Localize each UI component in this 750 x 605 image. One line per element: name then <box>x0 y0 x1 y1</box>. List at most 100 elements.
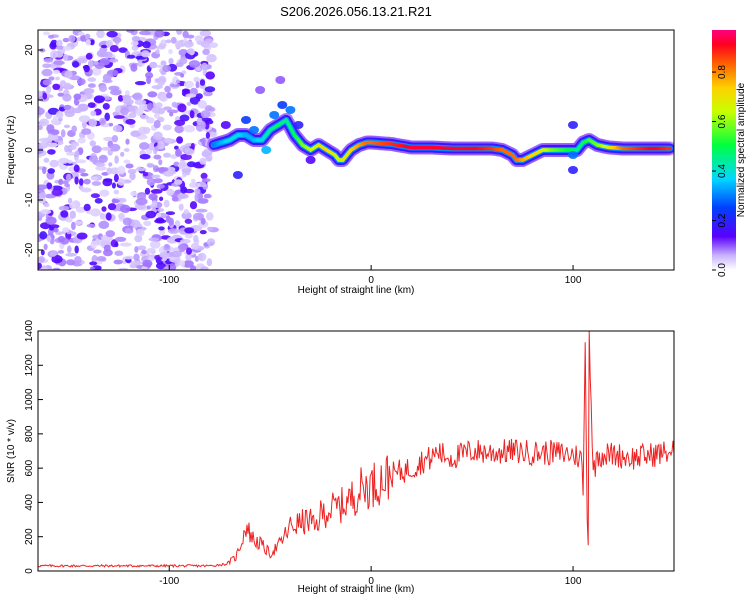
noise-blob <box>84 65 90 72</box>
noise-blob <box>83 179 90 185</box>
noise-blob <box>206 132 210 139</box>
noise-blob <box>184 227 194 233</box>
noise-blob <box>150 240 161 248</box>
noise-blob <box>46 182 52 189</box>
noise-blob <box>180 73 184 77</box>
noise-blob <box>114 260 123 265</box>
noise-blob <box>38 256 45 263</box>
bottom-y-tick-label: 0 <box>24 568 35 574</box>
noise-blob <box>157 141 164 150</box>
noise-blob <box>99 190 109 197</box>
noise-blob <box>142 260 152 267</box>
noise-blob <box>80 173 88 177</box>
noise-blob <box>168 218 174 226</box>
noise-blob <box>168 58 173 64</box>
noise-blob <box>99 118 106 125</box>
noise-blob <box>68 35 75 42</box>
noise-blob <box>168 228 179 234</box>
noise-blob <box>39 138 51 142</box>
noise-blob <box>190 110 195 118</box>
noise-blob <box>60 210 68 217</box>
noise-blob <box>95 163 105 167</box>
feature-blob <box>221 121 231 129</box>
noise-blob <box>189 60 200 68</box>
noise-blob <box>154 113 160 119</box>
noise-blob <box>143 221 151 226</box>
noise-blob <box>176 80 180 84</box>
noise-blob <box>89 119 97 128</box>
noise-blob <box>66 217 73 223</box>
noise-blob <box>202 49 210 55</box>
noise-blob <box>165 39 172 43</box>
noise-blob <box>155 167 166 171</box>
noise-blob <box>120 205 131 213</box>
colorbar-tick-label: 0.8 <box>717 65 728 79</box>
noise-blob <box>175 41 182 49</box>
noise-blob <box>95 198 103 204</box>
noise-blob <box>79 115 90 122</box>
feature-blob <box>568 151 578 159</box>
noise-blob <box>44 244 48 250</box>
noise-blob <box>176 27 182 35</box>
noise-blob <box>206 212 214 221</box>
noise-blob <box>198 253 206 262</box>
noise-blob <box>123 99 133 106</box>
noise-blob <box>69 146 76 150</box>
noise-blob <box>158 159 162 165</box>
noise-blob <box>201 121 206 129</box>
noise-blob <box>55 77 60 81</box>
noise-blob <box>196 93 203 99</box>
noise-blob <box>94 61 99 65</box>
noise-blob <box>85 34 90 39</box>
noise-blob <box>191 243 200 249</box>
noise-blob <box>52 189 63 196</box>
noise-blob <box>187 48 195 54</box>
noise-blob <box>101 45 107 49</box>
noise-blob <box>42 64 51 69</box>
noise-blob <box>89 261 97 265</box>
noise-blob <box>99 155 108 163</box>
feature-blob <box>568 166 578 174</box>
noise-blob <box>50 143 59 147</box>
noise-blob <box>125 164 133 169</box>
noise-blob <box>42 167 46 175</box>
noise-blob <box>50 250 57 257</box>
noise-blob <box>59 206 70 211</box>
noise-blob <box>103 178 112 182</box>
noise-blob <box>177 193 189 199</box>
noise-blob <box>58 158 69 164</box>
noise-blob <box>152 200 157 206</box>
noise-blob <box>114 155 119 163</box>
noise-blob <box>182 89 190 93</box>
noise-blob <box>66 259 75 265</box>
noise-blob <box>159 197 163 201</box>
noise-blob <box>200 230 207 234</box>
noise-blob <box>68 198 73 204</box>
feature-blob <box>306 156 316 164</box>
feature-blob <box>285 106 295 114</box>
noise-blob <box>78 58 88 64</box>
noise-blob <box>168 49 173 54</box>
noise-blob <box>174 125 184 133</box>
noise-blob <box>48 35 54 39</box>
noise-blob <box>47 235 52 242</box>
noise-blob <box>87 77 96 82</box>
noise-blob <box>115 242 119 247</box>
noise-blob <box>187 161 196 167</box>
noise-blob <box>98 221 109 229</box>
noise-blob <box>124 148 130 152</box>
noise-blob <box>142 41 150 48</box>
feature-blob <box>294 121 304 129</box>
noise-blob <box>77 233 88 240</box>
noise-blob <box>134 246 138 253</box>
noise-blob <box>90 140 96 146</box>
noise-blob <box>207 258 212 266</box>
noise-blob <box>44 58 54 63</box>
top-x-tick-label: -100 <box>159 275 179 286</box>
noise-blob <box>91 176 98 180</box>
noise-blob <box>84 204 91 212</box>
top-y-tick-label: 10 <box>24 94 35 106</box>
noise-blob <box>185 233 193 238</box>
feature-blob <box>568 121 578 129</box>
